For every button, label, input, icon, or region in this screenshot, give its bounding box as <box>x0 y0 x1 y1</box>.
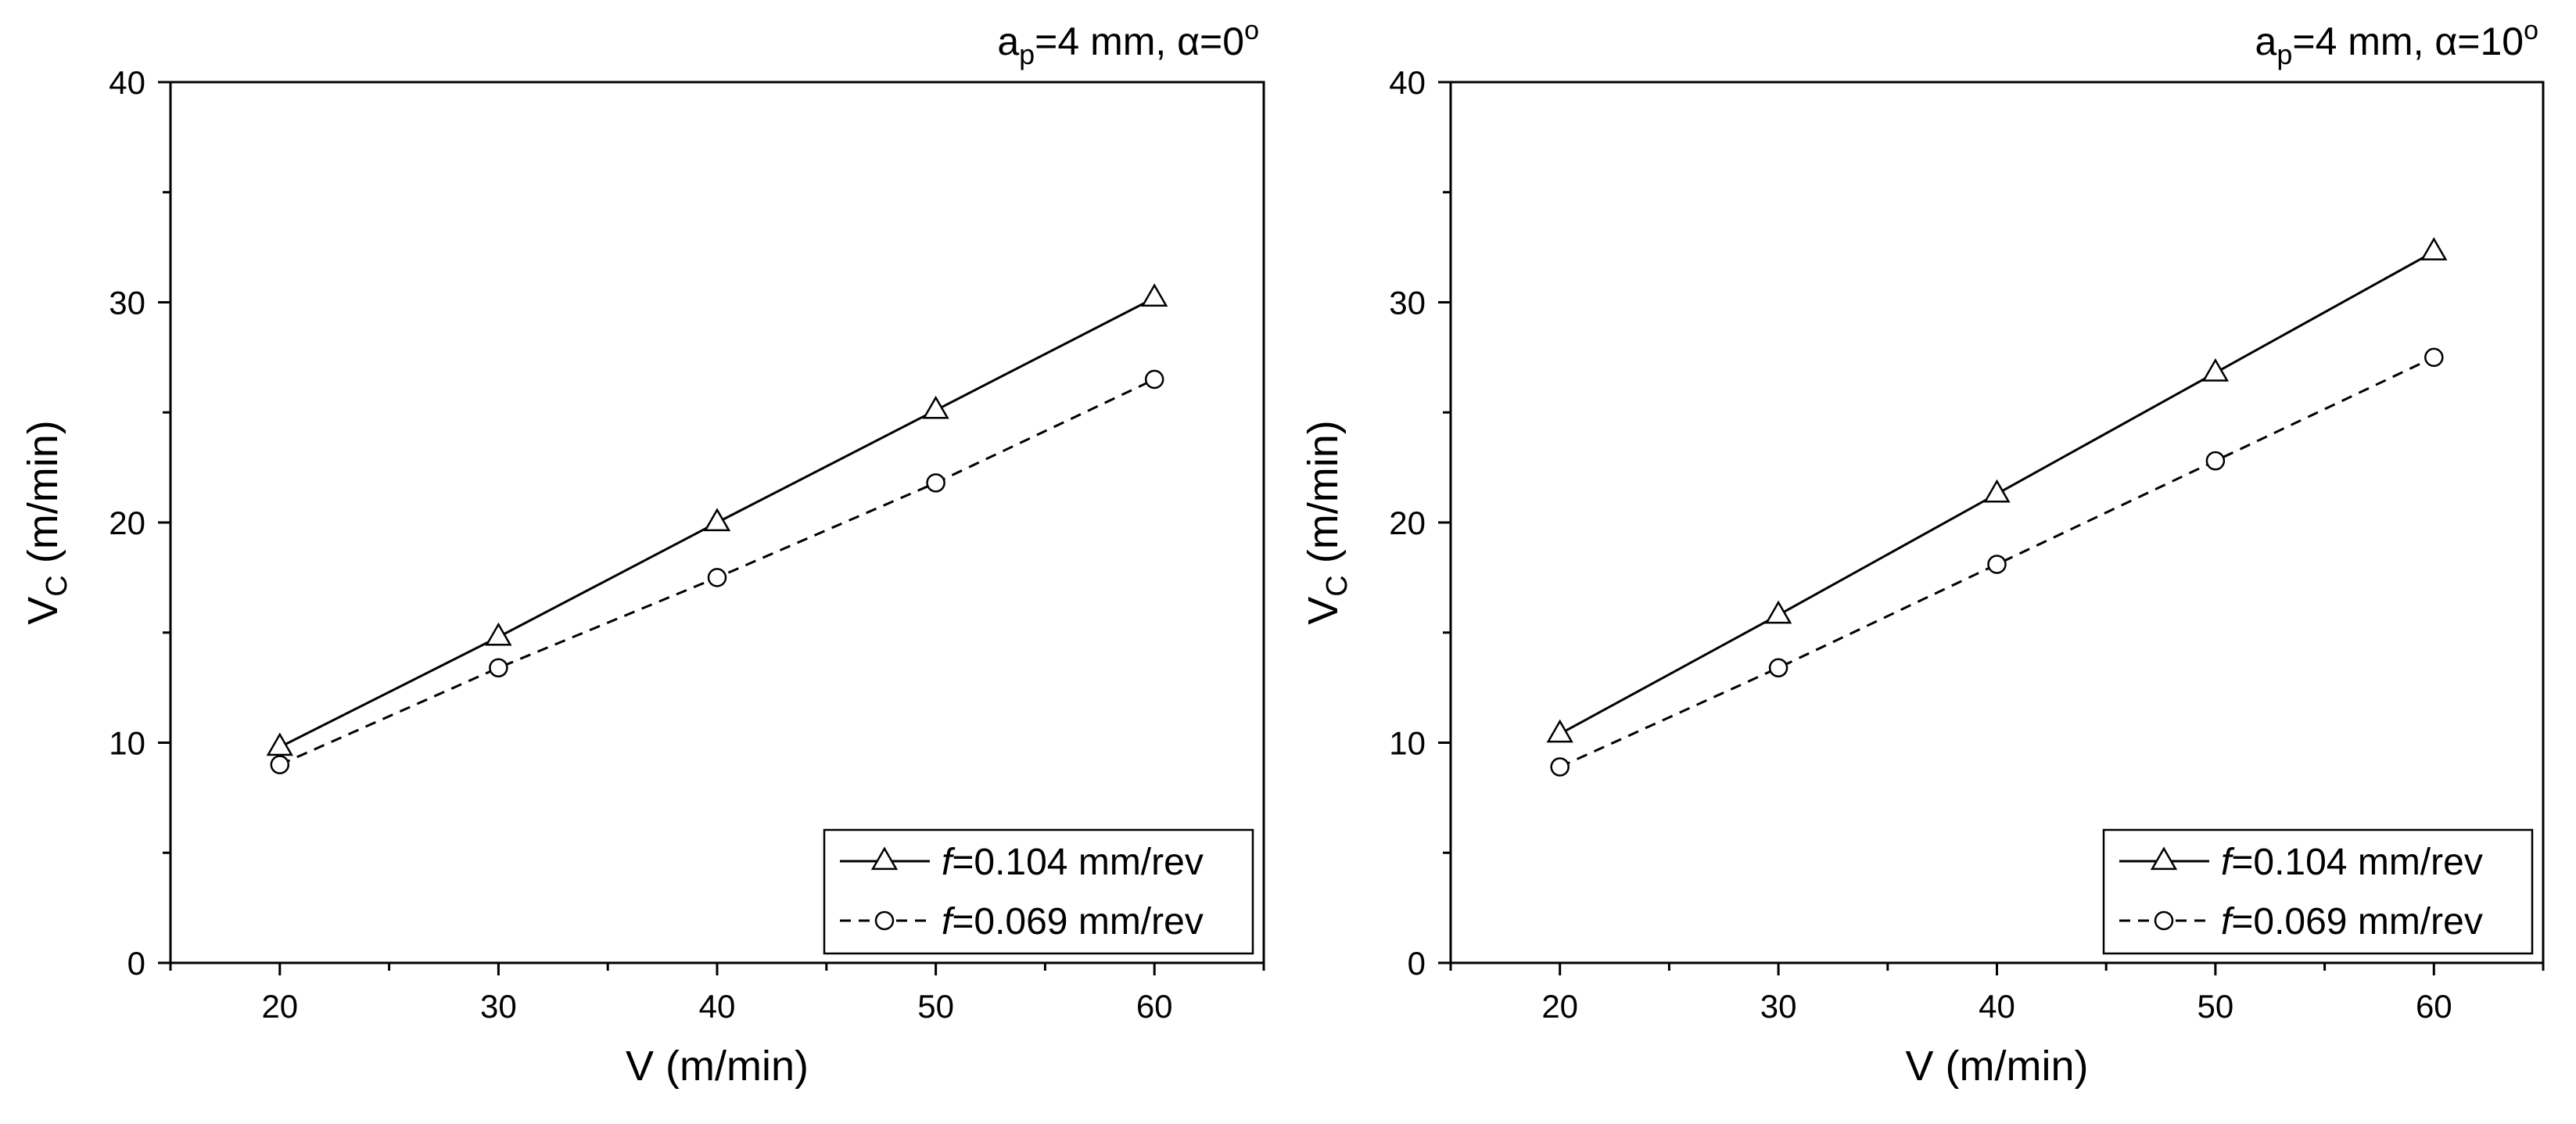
y-tick-label: 20 <box>1389 505 1426 541</box>
x-tick-label: 20 <box>1541 988 1578 1025</box>
x-tick-label: 50 <box>917 988 954 1025</box>
x-tick-label: 60 <box>2416 988 2452 1025</box>
chart-title: ap=4 mm, α=0o <box>997 16 1259 70</box>
legend-marker-triangle <box>2150 846 2178 871</box>
y-axis-label: VC (m/min) <box>1300 420 1354 624</box>
chart-title: ap=4 mm, α=10o <box>2255 16 2538 70</box>
legend-label-2: f=0.069 mm/rev <box>2221 901 2483 943</box>
data-point-triangle <box>2420 237 2448 260</box>
y-tick-label: 40 <box>109 64 145 101</box>
legend-label-2: f=0.069 mm/rev <box>942 901 1204 943</box>
legend-box <box>2102 828 2534 955</box>
legend-label-1: f=0.104 mm/rev <box>942 842 1204 883</box>
legend-marker-triangle <box>870 846 899 871</box>
data-point-triangle <box>1983 479 2011 503</box>
y-tick-label: 30 <box>1389 285 1426 321</box>
legend: f=0.104 mm/rev f=0.069 mm/rev <box>823 828 1254 955</box>
y-tick-label: 30 <box>109 285 145 321</box>
legend-marker-circle <box>874 910 895 931</box>
x-tick-label: 30 <box>480 988 517 1025</box>
y-tick-label: 40 <box>1389 64 1426 101</box>
data-point-circle <box>1987 555 2007 574</box>
data-point-circle <box>1144 369 1164 390</box>
data-point-circle <box>2424 347 2444 368</box>
x-tick-label: 50 <box>2197 988 2234 1025</box>
legend: f=0.104 mm/rev f=0.069 mm/rev <box>2102 828 2534 955</box>
legend-label-1: f=0.104 mm/rev <box>2221 842 2483 883</box>
data-point-triangle <box>1546 719 1573 743</box>
data-point-circle <box>1768 658 1788 678</box>
y-tick-label: 0 <box>127 945 145 982</box>
data-point-triangle <box>1764 600 1792 624</box>
x-tick-label: 60 <box>1136 988 1173 1025</box>
data-point-circle <box>2205 451 2226 471</box>
legend-box <box>823 828 1254 955</box>
y-axis-label: VC (m/min) <box>20 420 74 624</box>
data-point-circle <box>926 473 945 493</box>
chart-panel-2: 20 30 40 50 60 0 10 20 30 40 V (m/min) VC (m/min) ap… <box>1300 16 2545 1090</box>
legend-marker-circle <box>2154 910 2174 931</box>
data-point-triangle <box>485 622 512 646</box>
y-tick-label: 10 <box>109 725 145 762</box>
x-axis-label: V (m/min) <box>1906 1043 2089 1090</box>
data-point-triangle <box>1141 283 1168 307</box>
data-point-triangle <box>2201 357 2230 382</box>
data-point-circle <box>270 755 290 774</box>
y-tick-label: 10 <box>1389 725 1426 762</box>
data-point-triangle <box>266 732 293 756</box>
data-point-circle <box>1550 757 1570 777</box>
x-tick-label: 20 <box>261 988 298 1025</box>
series-line-2 <box>1559 356 2434 768</box>
y-tick-label: 0 <box>1408 945 1426 982</box>
x-tick-label: 30 <box>1760 988 1797 1025</box>
chart-panel-1: 20 30 40 50 60 0 10 20 30 40 V (m/min) VC (m/min) ap… <box>20 16 1265 1090</box>
x-tick-label: 40 <box>699 988 736 1025</box>
data-point-circle <box>489 658 508 678</box>
x-axis-label: V (m/min) <box>626 1043 809 1090</box>
data-point-circle <box>707 568 727 587</box>
data-point-triangle <box>703 508 731 532</box>
x-tick-label: 40 <box>1979 988 2015 1025</box>
y-tick-label: 20 <box>109 505 145 541</box>
data-point-triangle <box>922 395 949 419</box>
